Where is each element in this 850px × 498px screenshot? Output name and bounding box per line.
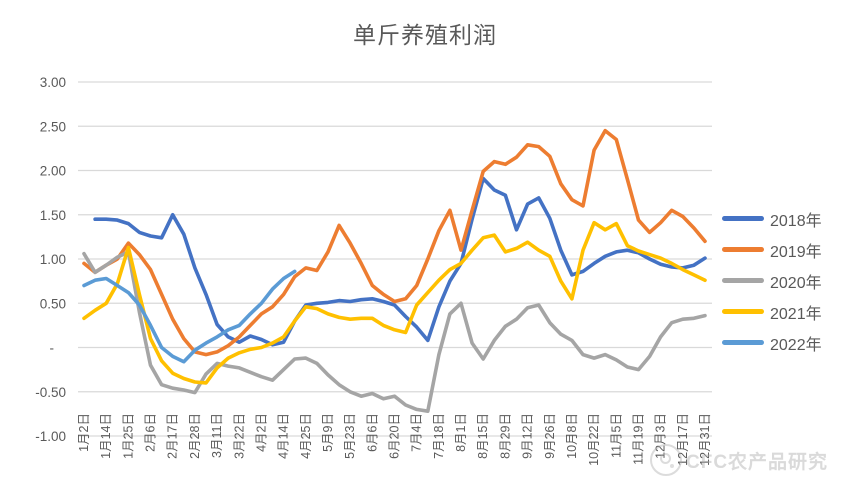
x-tick-label: 1月25日	[121, 413, 135, 459]
y-tick-label: 3.00	[40, 75, 66, 90]
x-tick-label: 12月31日	[698, 413, 712, 466]
series-line-2018年	[93, 176, 707, 347]
x-tick-label: 9月12日	[521, 413, 535, 459]
x-tick-label: 2月6日	[144, 413, 158, 452]
y-tick-label: 1.50	[40, 208, 66, 223]
legend-item-2021年: 2021年	[722, 296, 822, 327]
x-tick-label: 12月3日	[654, 413, 668, 459]
x-tick-label: 1月14日	[99, 413, 113, 459]
x-tick-label: 7月4日	[410, 413, 424, 452]
x-tick-label: 6月20日	[388, 413, 402, 459]
legend-swatch-icon	[722, 340, 764, 345]
x-tick-label: 4月2日	[254, 413, 268, 452]
series-line-2021年	[82, 220, 707, 385]
x-tick-label: 8月1日	[454, 413, 468, 452]
y-tick-label: -0.50	[35, 385, 66, 400]
x-tick-label: 12月17日	[676, 413, 690, 466]
x-tick-label: 1月2日	[77, 413, 91, 452]
x-tick-label: 10月22日	[587, 413, 601, 466]
legend-label: 2022年	[770, 336, 822, 354]
legend-item-2020年: 2020年	[722, 265, 822, 296]
legend-item-2019年: 2019年	[722, 234, 822, 265]
x-tick-label: 11月19日	[631, 413, 645, 465]
legend-swatch-icon	[722, 216, 764, 221]
y-tick-label: 2.00	[40, 164, 66, 179]
y-tick-label: -	[50, 341, 55, 356]
legend-label: 2021年	[770, 305, 822, 323]
legend-label: 2020年	[770, 274, 822, 292]
x-tick-label: 3月11日	[210, 413, 224, 458]
x-tick-label: 5月23日	[343, 413, 357, 459]
y-tick-label: 2.50	[40, 119, 66, 134]
x-tick-label: 11月5日	[609, 413, 623, 458]
x-tick-label: 6月6日	[365, 413, 379, 452]
series-line-2020年	[82, 250, 707, 413]
x-tick-label: 8月29日	[498, 413, 512, 459]
x-tick-label: 7月18日	[432, 413, 446, 459]
legend-item-2018年: 2018年	[722, 203, 822, 234]
series-line-2019年	[82, 128, 707, 357]
x-tick-label: 8月15日	[476, 413, 490, 459]
legend-swatch-icon	[722, 278, 764, 283]
x-tick-label: 2月17日	[166, 413, 180, 459]
x-tick-label: 3月22日	[232, 413, 246, 459]
x-tick-label: 4月25日	[299, 413, 313, 459]
legend-item-2022年: 2022年	[722, 327, 822, 358]
legend-swatch-icon	[722, 309, 764, 314]
legend-swatch-icon	[722, 247, 764, 252]
legend-label: 2018年	[770, 212, 822, 230]
y-tick-label: 1.00	[40, 252, 66, 267]
chart-title: 单斤养殖利润	[353, 22, 497, 48]
legend: 2018年 2019年 2020年 2021年 2022年	[722, 203, 822, 358]
x-tick-label: 9月26日	[543, 413, 557, 459]
x-tick-label: 5月9日	[321, 413, 335, 452]
x-tick-label: 4月14日	[277, 413, 291, 459]
legend-label: 2019年	[770, 243, 822, 261]
y-tick-label: 0.50	[40, 296, 66, 311]
series-line-2022年	[82, 269, 297, 364]
x-tick-label: 10月8日	[565, 413, 579, 459]
x-tick-label: 2月28日	[188, 413, 202, 459]
y-tick-label: -1.00	[35, 429, 66, 444]
